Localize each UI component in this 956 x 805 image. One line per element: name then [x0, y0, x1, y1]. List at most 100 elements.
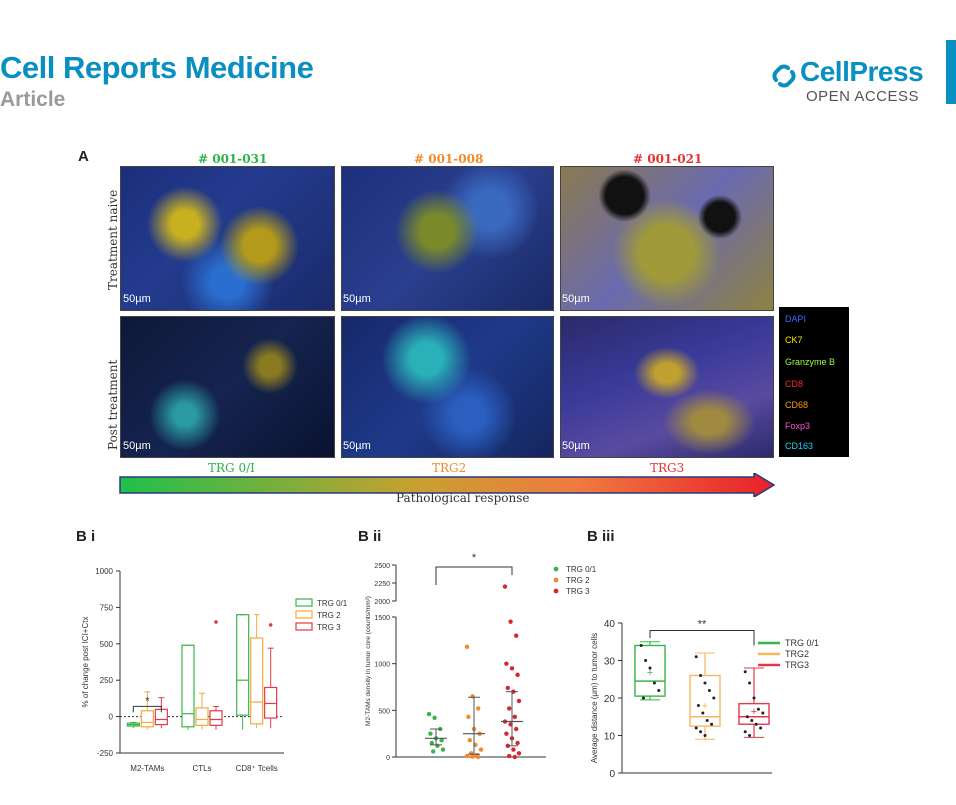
data-point: [696, 704, 700, 707]
y-tick-label: 750: [100, 603, 114, 612]
data-point: [428, 731, 433, 736]
arrow-label: Pathological response: [396, 491, 530, 505]
legend-marker: [553, 577, 559, 583]
y-tick-label: 1000: [95, 567, 113, 576]
y-tick-label: 1500: [374, 615, 390, 622]
y-axis-label: % of change post ICI+Ctx: [81, 617, 90, 708]
data-point: [467, 738, 472, 743]
data-point: [756, 707, 760, 711]
image-tile-naive-1: [120, 166, 335, 311]
data-point: [502, 584, 508, 589]
data-point: [514, 726, 519, 732]
marker-cd163: CD163: [785, 441, 814, 451]
data-point: [476, 754, 481, 760]
mean-marker: +: [702, 701, 708, 713]
marker-foxp3: Foxp3: [785, 421, 811, 431]
data-point: [426, 711, 432, 717]
box: [264, 686, 278, 719]
data-point: [759, 726, 763, 730]
data-point: [694, 726, 698, 730]
cellpress-logo-icon: [772, 64, 796, 88]
mean-marker: +: [647, 667, 653, 679]
data-point: [432, 715, 437, 720]
box: [236, 614, 250, 716]
mean-marker: +: [751, 706, 757, 718]
publisher-name: CellPress: [800, 56, 924, 87]
data-point: [707, 689, 711, 692]
response-gradient-arrow: [119, 473, 776, 497]
scale-bar-label-6: 50µm: [562, 440, 590, 452]
marker-granzyme-b: Granzyme B: [785, 357, 836, 367]
category-label: CTLs: [192, 764, 211, 773]
box: [250, 637, 264, 725]
data-point: [509, 666, 515, 671]
data-point: [703, 681, 707, 685]
panel-bii-letter: B ii: [358, 528, 382, 545]
image-tile-naive-2: [341, 166, 554, 311]
y-tick-label: 0: [386, 755, 390, 762]
marker-cd8: CD8: [785, 379, 804, 389]
box: [209, 710, 223, 726]
y-tick-label: 2500: [374, 563, 390, 570]
data-point: [694, 655, 698, 659]
legend-label: TRG 2: [566, 576, 590, 585]
scale-bar-label-1: 50µm: [123, 293, 151, 305]
chart-bii: 0 500 1000 1500 2000 2250 2500 M2-TAMs density …: [365, 552, 597, 762]
chart-bi: -250 0 250 500 750 1000 % of change post ICI+C…: [81, 567, 348, 773]
data-point: [705, 719, 709, 722]
y-tick-label: 500: [378, 708, 390, 715]
data-point: [752, 696, 756, 700]
y-axis-label: M2-TAMs density in tumor core (counts/mm…: [365, 596, 372, 726]
y-tick-label: -250: [97, 749, 114, 758]
legend-label: TRG 2: [317, 611, 341, 620]
image-tile-naive-3: [560, 166, 774, 311]
scale-bar-label-3: 50µm: [562, 293, 590, 305]
edge-bar: [946, 40, 956, 104]
y-axis-label: Average distance (μm) to tumor cells: [590, 633, 599, 763]
y-tick-label: 2000: [374, 599, 390, 606]
data-point: [748, 681, 752, 685]
open-access-label: OPEN ACCESS: [806, 88, 920, 105]
case-label-2: # 001-008: [414, 152, 484, 166]
trg-label-2: TRG2: [432, 461, 467, 475]
box: [195, 707, 209, 726]
y-tick-label: 500: [100, 640, 114, 649]
image-tile-post-2: [341, 316, 554, 458]
outlier-point: [214, 620, 218, 624]
legend-label: TRG 3: [317, 623, 341, 632]
data-point: [754, 722, 758, 726]
outlier-point: [268, 623, 273, 627]
data-point: [440, 747, 446, 752]
journal-title: Cell Reports Medicine: [0, 50, 314, 85]
marker-legend: DAPI CK7 Granzyme B CD8 CD68 Foxp3 CD163: [779, 307, 849, 457]
data-point: [507, 706, 512, 711]
image-tile-post-1: [120, 316, 335, 458]
article-type: Article: [0, 88, 66, 111]
data-point: [512, 754, 517, 760]
row-label-treatment-naive: Treatment naive: [106, 189, 120, 290]
legend-label: TRG 0/1: [785, 638, 819, 648]
data-point: [505, 685, 510, 691]
panel-a-letter: A: [78, 148, 89, 165]
y-tick-label: 0: [609, 769, 615, 780]
data-point: [703, 734, 707, 737]
data-point: [657, 689, 661, 692]
legend-swatch: [295, 598, 313, 607]
marker-ck7: CK7: [785, 335, 803, 345]
data-point: [745, 715, 749, 719]
case-label-3: # 001-021: [633, 152, 703, 166]
data-point: [516, 751, 522, 756]
data-point: [748, 734, 752, 737]
legend-label: TRG3: [785, 660, 809, 670]
box: [634, 644, 666, 697]
data-point: [699, 730, 703, 734]
legend-marker: [553, 566, 559, 572]
legend-label: TRG 3: [566, 587, 590, 596]
data-point: [508, 619, 513, 624]
data-point: [652, 681, 656, 685]
y-tick-label: 250: [100, 676, 114, 685]
significance-bracket: [435, 566, 513, 585]
y-tick-label: 20: [604, 694, 616, 705]
data-point: [750, 719, 754, 722]
chart-biii: 0 10 20 30 40 Average distance (μm) to tumor …: [590, 619, 819, 781]
